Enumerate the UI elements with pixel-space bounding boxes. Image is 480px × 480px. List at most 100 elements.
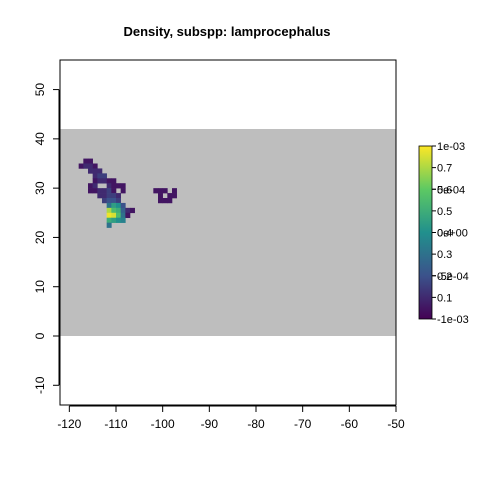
heatmap-cell — [106, 202, 112, 209]
heatmap-cell — [116, 198, 121, 204]
heatmap-cell — [106, 183, 112, 189]
colorbar-overlay-label: 1e-03 — [437, 141, 465, 153]
y-axis: -10 0 10 20 30 40 50 — [33, 83, 60, 394]
heatmap-cell — [106, 222, 112, 228]
heatmap-cell — [120, 207, 126, 214]
heatmap-cell — [92, 188, 98, 194]
y-tick-label: 40 — [33, 132, 47, 146]
heatmap-cell — [88, 188, 93, 194]
heatmap-cell — [158, 188, 163, 194]
heatmap-cell — [88, 158, 93, 164]
heatmap-cell — [88, 168, 93, 174]
colorbar-tick-label: 0.1 — [437, 292, 452, 304]
heatmap-cell — [111, 202, 117, 209]
chart-title: Density, subspp: lamprocephalus — [123, 24, 330, 39]
heatmap-cells — [78, 158, 177, 228]
colorbar-overlay-label: -5e-04 — [437, 271, 469, 283]
heatmap-cell — [88, 163, 93, 169]
heatmap-cell — [167, 193, 173, 199]
colorbar-overlay-label: 5e-04 — [437, 184, 465, 196]
colorbar-tick-label: 0.5 — [437, 206, 452, 218]
heatmap-cell — [92, 168, 98, 174]
y-tick-label: 0 — [33, 332, 47, 339]
x-tick-label: -120 — [57, 417, 81, 431]
colorbar: 0.7 0.6 0.5 0.4 0.3 0.2 0.1 1e-03 5e-04 0e+00 -5e-… — [418, 141, 469, 326]
heatmap-cell — [102, 193, 107, 199]
heatmap-cell — [97, 188, 103, 194]
heatmap-cell — [92, 183, 98, 189]
heatmap-cell — [97, 173, 103, 179]
heatmap-cell — [97, 168, 103, 174]
heatmap-cell — [111, 207, 117, 214]
heatmap-cell — [120, 202, 126, 209]
heatmap-cell — [116, 202, 121, 209]
heatmap-cell — [92, 178, 98, 184]
heatmap-cell — [111, 198, 117, 204]
heatmap-cell — [116, 207, 121, 214]
heatmap-cell — [102, 198, 107, 204]
colorbar-tick-label: 0.4 — [437, 228, 452, 240]
heatmap-cell — [111, 188, 117, 194]
background-region — [60, 129, 396, 336]
colorbar-overlay-label: -1e-03 — [437, 314, 469, 326]
heatmap-cell — [111, 183, 117, 189]
heatmap-cell — [106, 188, 112, 194]
heatmap-cell — [120, 183, 126, 189]
heatmap-cell — [111, 178, 117, 184]
x-tick-label: -100 — [151, 417, 175, 431]
heatmap-cell — [162, 188, 168, 194]
heatmap-cell — [120, 217, 126, 223]
heatmap-cell — [92, 163, 98, 169]
heatmap-cell — [172, 193, 177, 199]
colorbar-overlay-label: 0e+00 — [437, 228, 468, 240]
x-tick-label: -110 — [104, 417, 127, 431]
y-tick-label: 10 — [33, 280, 47, 294]
heatmap-cell — [120, 188, 126, 194]
heatmap-cell — [130, 207, 135, 214]
heatmap-cell — [116, 193, 121, 199]
heatmap-cell — [106, 217, 112, 223]
colorbar-tick-label: 0.3 — [437, 249, 452, 261]
heatmap-cell — [116, 183, 121, 189]
heatmap-cell — [106, 193, 112, 199]
colorbar-tick-label: 0.6 — [437, 184, 452, 196]
heatmap-cell — [102, 188, 107, 194]
heatmap-cell — [120, 212, 126, 219]
heatmap-cell — [106, 178, 112, 184]
heatmap-cell — [111, 217, 117, 223]
heatmap-cell — [111, 193, 117, 199]
heatmap-cell — [106, 198, 112, 204]
y-tick-label: 50 — [33, 83, 47, 97]
plot-frame — [59, 59, 397, 406]
heatmap-cell — [102, 178, 107, 184]
x-tick-label: -90 — [201, 417, 219, 431]
heatmap-cell — [162, 198, 168, 204]
x-tick-label: -70 — [294, 417, 312, 431]
colorbar-ticks: 0.7 0.6 0.5 0.4 0.3 0.2 0.1 1e-03 5e-04 0e+00 -5e-… — [432, 141, 469, 326]
heatmap-cell — [106, 207, 112, 214]
heatmap-cell — [167, 198, 173, 204]
heatmap-cell — [116, 217, 121, 223]
heatmap-cell — [83, 158, 89, 164]
heatmap-cell — [116, 212, 121, 219]
heatmap-cell — [125, 207, 131, 214]
heatmap-cell — [125, 212, 131, 219]
heatmap-cell — [92, 173, 98, 179]
heatmap-cell — [78, 163, 84, 169]
heatmap-cell — [97, 193, 103, 199]
heatmap-cell — [97, 178, 103, 184]
x-tick-label: -60 — [341, 417, 359, 431]
heatmap-cell — [172, 188, 177, 194]
heatmap-cell — [111, 212, 117, 219]
heatmap-cell — [158, 198, 163, 204]
colorbar-gradient — [418, 145, 433, 320]
heatmap-cell — [106, 212, 112, 219]
x-axis: -120 -110 -100 -90 -80 -70 -60 -50 — [57, 405, 405, 431]
colorbar-tick-label: 0.2 — [437, 271, 452, 283]
x-tick-label: -50 — [387, 417, 405, 431]
heatmap-cell — [88, 183, 93, 189]
heatmap-cell — [153, 188, 159, 194]
heatmap-cell — [158, 193, 163, 199]
y-tick-label: 20 — [33, 230, 47, 244]
